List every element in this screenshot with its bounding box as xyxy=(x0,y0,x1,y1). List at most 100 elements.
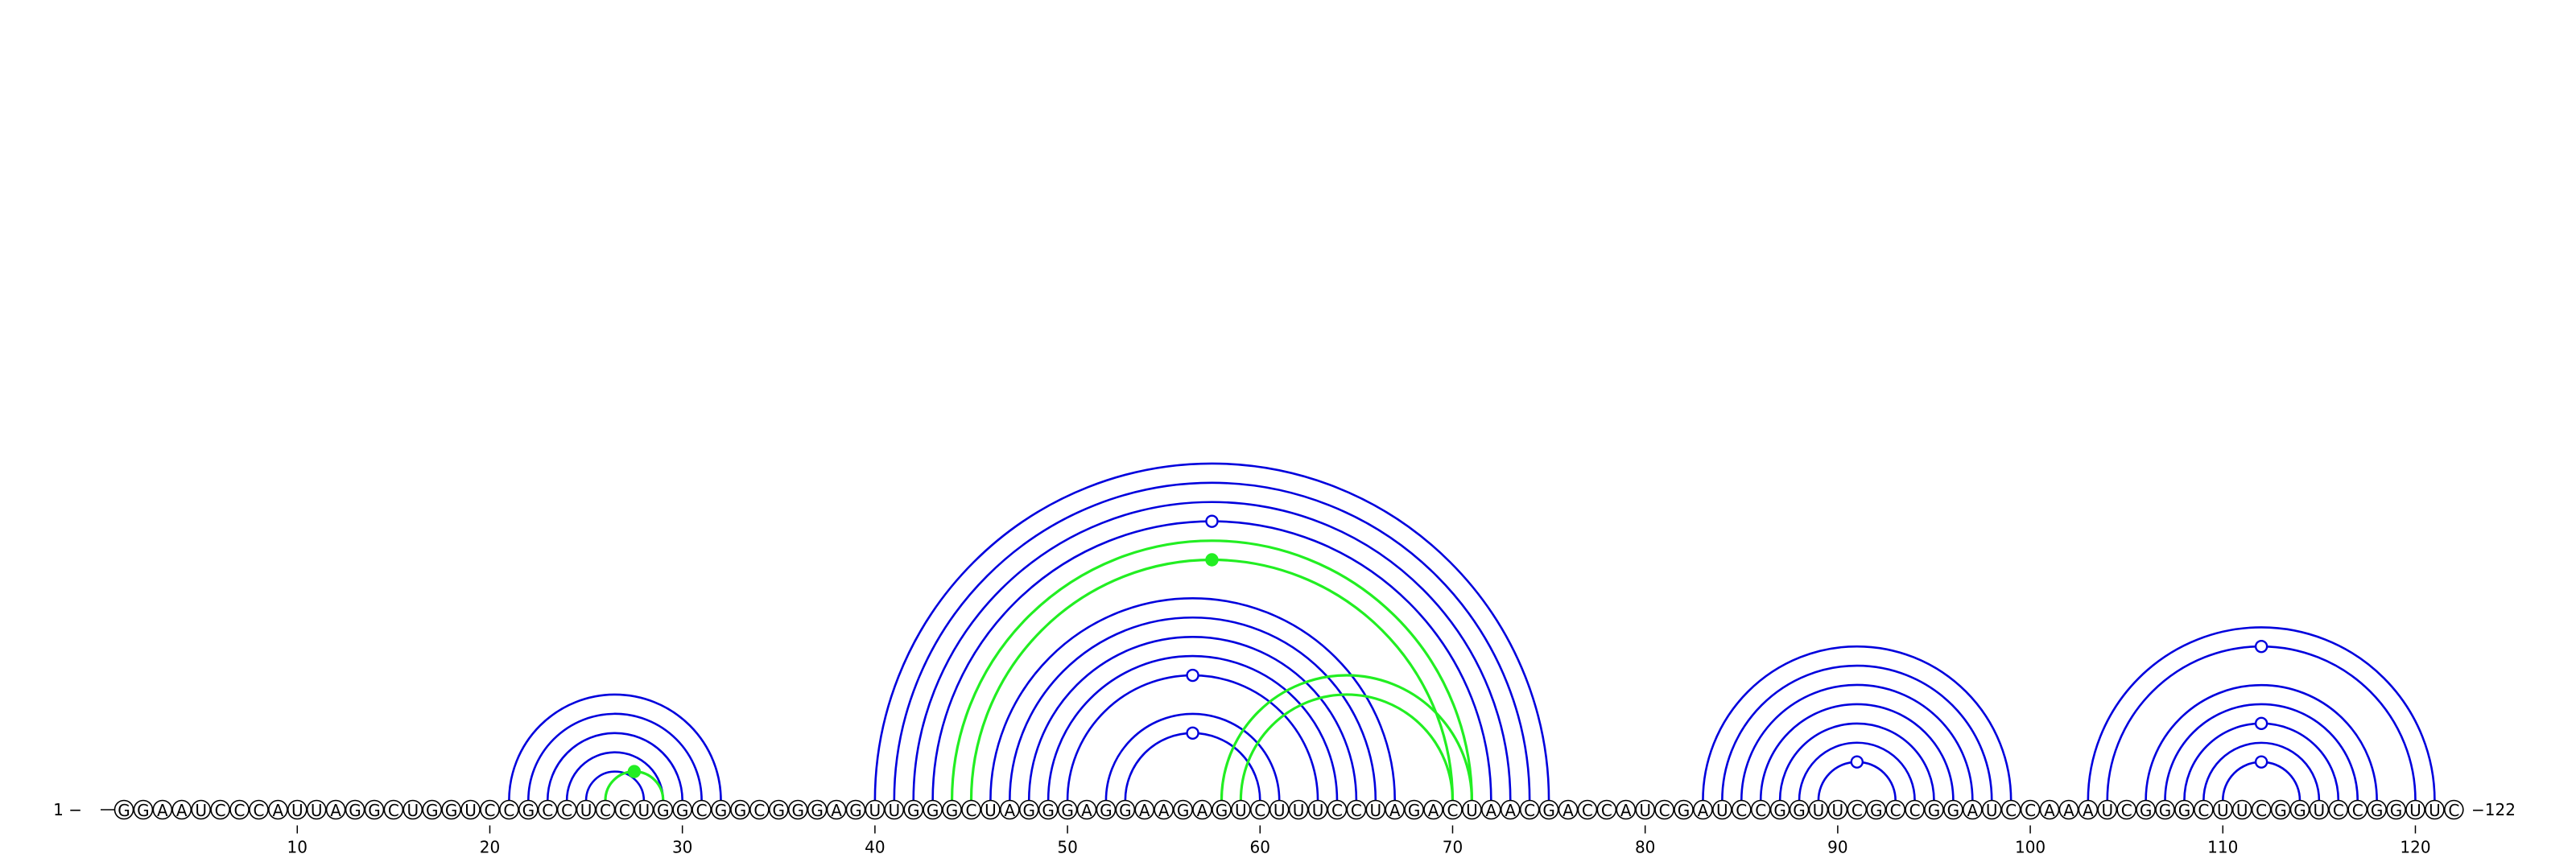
nucleotide-35: G xyxy=(768,799,789,820)
nucleotide-letter: C xyxy=(965,801,976,820)
nucleotide-76: A xyxy=(1558,799,1579,820)
nucleotide-letter: C xyxy=(1909,801,1921,820)
nucleotide-110: U xyxy=(2212,799,2233,820)
nucleotide-43: G xyxy=(923,799,943,820)
nucleotide-letter: C xyxy=(1852,801,1863,820)
nucleotide-26: C xyxy=(595,799,616,820)
nucleotide-23: C xyxy=(537,799,558,820)
nucleotide-letter: G xyxy=(426,801,439,820)
nucleotide-27: C xyxy=(614,799,635,820)
nucleotide-25: U xyxy=(576,799,597,820)
nucleotide-45: C xyxy=(961,799,981,820)
nucleotide-letter: G xyxy=(2178,801,2191,820)
loop-marker-filled xyxy=(1205,553,1219,567)
tick-label-80: 80 xyxy=(1635,838,1655,857)
pair-arc-84-98 xyxy=(1721,664,1993,801)
nucleotide-letter: C xyxy=(1254,801,1265,820)
pair-arc-41-74 xyxy=(893,481,1531,801)
nucleotide-98: U xyxy=(1981,799,2002,820)
pair-arc-86-96 xyxy=(1759,703,1955,801)
nucleotide-16: U xyxy=(402,799,423,820)
nucleotide-33: G xyxy=(730,799,750,820)
nucleotide-6: C xyxy=(210,799,230,820)
nucleotide-letter: G xyxy=(445,801,458,820)
nucleotide-114: G xyxy=(2289,799,2310,820)
nucleotide-106: G xyxy=(2136,799,2156,820)
tick-label-110: 110 xyxy=(2207,838,2238,857)
nucleotide-letter: C xyxy=(1331,801,1343,820)
nucleotide-letter: C xyxy=(600,801,611,820)
nucleotide-52: G xyxy=(1096,799,1117,820)
nucleotide-70: C xyxy=(1443,799,1463,820)
nucleotide-letter: G xyxy=(1870,801,1883,820)
nucleotide-letter: G xyxy=(1042,801,1055,820)
nucleotide-letter: G xyxy=(2159,801,2172,820)
nucleotide-letter: G xyxy=(715,801,728,820)
nucleotide-letter: A xyxy=(1197,801,1208,820)
nucleotide-105: C xyxy=(2116,799,2136,820)
nucleotide-84: U xyxy=(1712,799,1732,820)
nucleotide-letter: G xyxy=(734,801,747,820)
start-label: 1 − xyxy=(53,800,82,819)
nucleotide-letter: A xyxy=(831,801,842,820)
nucleotide-letter: A xyxy=(157,801,168,820)
nucleotide-letter: C xyxy=(1524,801,1535,820)
nucleotide-3: A xyxy=(152,799,173,820)
pair-arc-88-94 xyxy=(1798,741,1916,801)
nucleotide-104: U xyxy=(2097,799,2118,820)
nucleotide-letter: U xyxy=(407,801,419,820)
nucleotide-7: C xyxy=(229,799,250,820)
nucleotide-19: U xyxy=(460,799,481,820)
nucleotide-91: C xyxy=(1847,799,1868,820)
nucleotide-21: C xyxy=(499,799,519,820)
nucleotide-letter: A xyxy=(1081,801,1092,820)
loop-marker-open xyxy=(1205,514,1219,528)
nucleotide-12: A xyxy=(325,799,346,820)
nucleotide-68: G xyxy=(1404,799,1424,820)
nucleotide-53: G xyxy=(1115,799,1136,820)
nucleotide-letter: G xyxy=(2371,801,2384,820)
nucleotide-93: C xyxy=(1885,799,1905,820)
nucleotide-letter: U xyxy=(1369,801,1381,820)
nucleotide-letter: C xyxy=(1582,801,1593,820)
pair-arc-25-28 xyxy=(584,770,646,801)
nucleotide-letter: C xyxy=(619,801,630,820)
nucleotide-22: G xyxy=(518,799,539,820)
nucleotide-letter: A xyxy=(1428,801,1439,820)
nucleotide-letter: G xyxy=(811,801,824,820)
pair-arc-40-75 xyxy=(873,462,1550,801)
pair-arc-58-71 xyxy=(1220,674,1473,801)
nucleotide-letter: U xyxy=(291,801,303,820)
pair-arc-85-97 xyxy=(1740,683,1974,801)
nucleotide-letter: U xyxy=(985,801,997,820)
nucleotide-letter: C xyxy=(2448,801,2459,820)
nucleotide-letter: C xyxy=(2005,801,2017,820)
nucleotide-9: A xyxy=(268,799,288,820)
nucleotide-24: C xyxy=(556,799,577,820)
nucleotide-99: C xyxy=(2000,799,2021,820)
nucleotide-36: G xyxy=(787,799,808,820)
nucleotide-55: A xyxy=(1154,799,1174,820)
nucleotide-letter: U xyxy=(869,801,881,820)
nucleotide-4: A xyxy=(171,799,192,820)
nucleotide-30: G xyxy=(672,799,692,820)
nucleotide-8: C xyxy=(249,799,269,820)
nucleotide-letter: G xyxy=(1928,801,1941,820)
nucleotide-79: A xyxy=(1616,799,1637,820)
nucleotide-letter: G xyxy=(676,801,689,820)
nucleotide-94: C xyxy=(1905,799,1925,820)
nucleotide-letter: U xyxy=(1716,801,1728,820)
nucleotide-letter: G xyxy=(349,801,361,820)
pair-arc-106-118 xyxy=(2145,683,2378,801)
nucleotide-letter: G xyxy=(849,801,862,820)
nucleotide-letter: C xyxy=(1601,801,1612,820)
nucleotide-letter: C xyxy=(696,801,708,820)
nucleotide-letter: G xyxy=(927,801,939,820)
nucleotide-letter: G xyxy=(2390,801,2403,820)
nucleotide-37: G xyxy=(807,799,828,820)
nucleotide-letter: U xyxy=(311,801,323,820)
nucleotide-letter: U xyxy=(2314,801,2326,820)
nucleotide-51: A xyxy=(1076,799,1097,820)
nucleotide-letter: C xyxy=(1736,801,1747,820)
